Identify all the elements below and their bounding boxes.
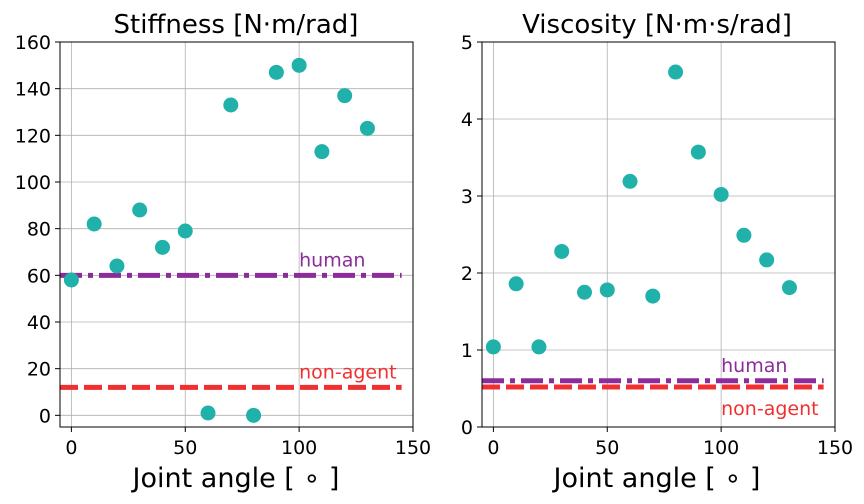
stiffness-data-point: [132, 202, 148, 218]
stiffness-data-point: [223, 97, 239, 113]
stiffness-y-tick-label: 0: [39, 405, 51, 427]
stiffness-y-tick-label: 20: [27, 359, 51, 381]
stiffness-x-tick-label: 100: [281, 437, 317, 459]
viscosity-y-tick-label: 3: [461, 186, 473, 208]
viscosity-y-tick-label: 4: [461, 109, 473, 131]
stiffness-data-point: [200, 405, 216, 421]
viscosity-human-annotation: human: [721, 355, 787, 377]
viscosity-y-tick-label: 5: [461, 32, 473, 54]
viscosity-x-tick-label: 150: [817, 437, 853, 459]
stiffness-x-tick-label: 0: [65, 437, 77, 459]
stiffness-x-axis-label: Joint angle [ ∘ ]: [131, 463, 340, 494]
viscosity-data-point: [576, 284, 592, 300]
stiffness-y-tick-label: 120: [15, 125, 51, 147]
viscosity-data-point: [485, 339, 501, 355]
stiffness-chart: Stiffness [N·m/rad] human non-agent 0 50 10…: [15, 10, 431, 494]
viscosity-y-tick-label: 0: [461, 417, 473, 439]
viscosity-data-point: [713, 186, 729, 202]
viscosity-x-tick-label: 50: [595, 437, 619, 459]
viscosity-data-point: [668, 64, 684, 80]
stiffness-title: Stiffness [N·m/rad]: [114, 10, 359, 40]
viscosity-data-point: [736, 227, 752, 243]
viscosity-data-point: [622, 173, 638, 189]
viscosity-x-tick-label: 100: [703, 437, 739, 459]
stiffness-y-tick-label: 160: [15, 32, 51, 54]
stiffness-plot-frame: [59, 41, 414, 428]
stiffness-y-tick-label: 80: [27, 219, 51, 241]
viscosity-non-agent-annotation: non-agent: [721, 398, 818, 420]
viscosity-x-tick-label: 0: [487, 437, 499, 459]
viscosity-data-point: [690, 144, 706, 160]
stiffness-y-tick-label: 40: [27, 312, 51, 334]
stiffness-data-point: [291, 57, 307, 73]
viscosity-data-point: [531, 339, 547, 355]
stiffness-data-point: [246, 407, 262, 423]
stiffness-data-point: [177, 223, 193, 239]
stiffness-data-point: [337, 88, 353, 104]
stiffness-human-annotation: human: [299, 249, 365, 271]
stiffness-data-point: [268, 64, 284, 80]
stiffness-y-tick-label: 60: [27, 265, 51, 287]
stiffness-x-tick-label: 150: [395, 437, 431, 459]
viscosity-plot-frame: [481, 41, 836, 428]
stiffness-data-point: [86, 216, 102, 232]
viscosity-data-point: [781, 280, 797, 296]
viscosity-x-axis-label: Joint angle [ ∘ ]: [552, 463, 761, 494]
stiffness-non-agent-annotation: non-agent: [299, 361, 396, 383]
viscosity-data-point: [645, 288, 661, 304]
viscosity-y-tick-label: 1: [461, 340, 473, 362]
stiffness-data-point: [314, 144, 330, 160]
stiffness-data-point: [63, 272, 79, 288]
stiffness-y-tick-label: 140: [15, 79, 51, 101]
viscosity-data-point: [599, 282, 615, 298]
viscosity-data-point: [759, 252, 775, 268]
stiffness-data-point: [154, 239, 170, 255]
viscosity-title: Viscosity [N·m·s/rad]: [522, 10, 792, 40]
stiffness-y-tick-label: 100: [15, 172, 51, 194]
viscosity-y-tick-label: 2: [461, 263, 473, 285]
viscosity-data-point: [554, 243, 570, 259]
viscosity-data-point: [508, 276, 524, 292]
stiffness-data-point: [359, 120, 375, 136]
stiffness-x-tick-label: 50: [173, 437, 197, 459]
stiffness-data-point: [109, 258, 125, 274]
